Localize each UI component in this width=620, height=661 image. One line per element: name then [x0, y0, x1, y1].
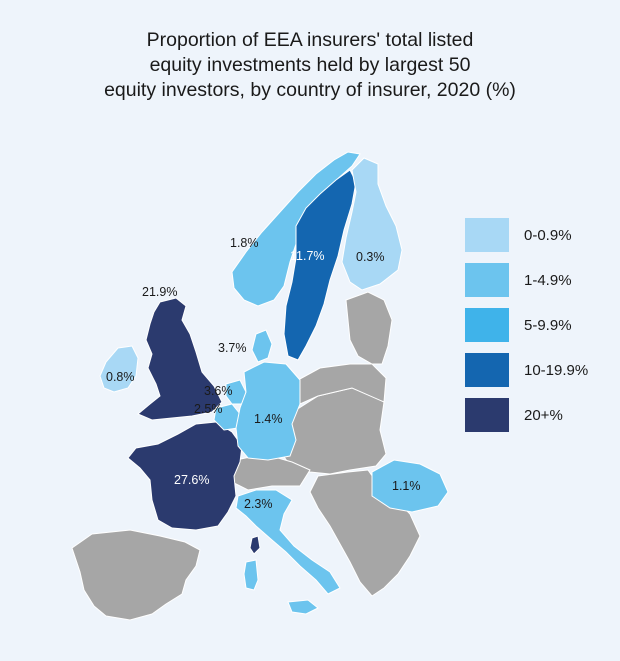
legend-item-20-plus: 20+% [465, 398, 563, 432]
baltics [345, 291, 393, 365]
legend-swatch [465, 398, 509, 432]
uk-shape [137, 297, 223, 421]
italy-value: 2.3% [244, 497, 273, 511]
legend-item-5-9.9: 5-9.9% [465, 308, 572, 342]
legend-swatch [465, 218, 509, 252]
denmark-shape [251, 329, 273, 363]
finland-shape [341, 157, 403, 291]
title-line-1: Proportion of EEA insurers' total listed [146, 29, 474, 51]
germany-shape [235, 361, 301, 461]
ireland-value: 0.8% [106, 370, 135, 384]
coloured-countries [99, 151, 449, 615]
legend-label: 0-0.9% [524, 226, 572, 244]
finland-value: 0.3% [356, 250, 385, 264]
sardinia-shape [243, 559, 259, 591]
legend-label: 1-4.9% [524, 271, 572, 289]
sicily-shape [287, 599, 319, 615]
corsica-shape [249, 535, 261, 555]
sweden-value: 11.7% [290, 249, 325, 263]
title-line-2: equity investments held by largest 50 [149, 54, 471, 76]
title-line-3: equity investors, by country of insurer,… [104, 79, 516, 101]
legend-item-0-0.9: 0-0.9% [465, 218, 572, 252]
map-title: Proportion of EEA insurers' total listed… [40, 28, 580, 103]
legend-label: 5-9.9% [524, 316, 572, 334]
germany-value: 1.4% [254, 412, 283, 426]
legend-item-10-19.9: 10-19.9% [465, 353, 588, 387]
romania-value: 1.1% [392, 479, 421, 493]
denmark-value: 3.7% [218, 341, 247, 355]
sweden-shape [283, 169, 357, 361]
iberia [71, 529, 201, 621]
legend-item-1-4.9: 1-4.9% [465, 263, 572, 297]
legend-swatch [465, 308, 509, 342]
ireland-shape [99, 345, 139, 393]
netherlands-value: 3.6% [204, 384, 233, 398]
value-labels: 21.9% 0.8% 27.6% 1.8% 11.7% 0.3% 3.7% 3.… [106, 236, 421, 511]
italy-shape [235, 489, 341, 595]
romania-shape [371, 459, 449, 513]
legend-swatch [465, 353, 509, 387]
uk-value: 21.9% [142, 285, 177, 299]
legend-label: 10-19.9% [524, 361, 589, 379]
france-value: 27.6% [174, 473, 209, 487]
belgium-value: 2.5% [194, 402, 223, 416]
legend-swatch [465, 263, 509, 297]
legend-label: 20+% [524, 406, 563, 424]
norway-value: 1.8% [230, 236, 259, 250]
